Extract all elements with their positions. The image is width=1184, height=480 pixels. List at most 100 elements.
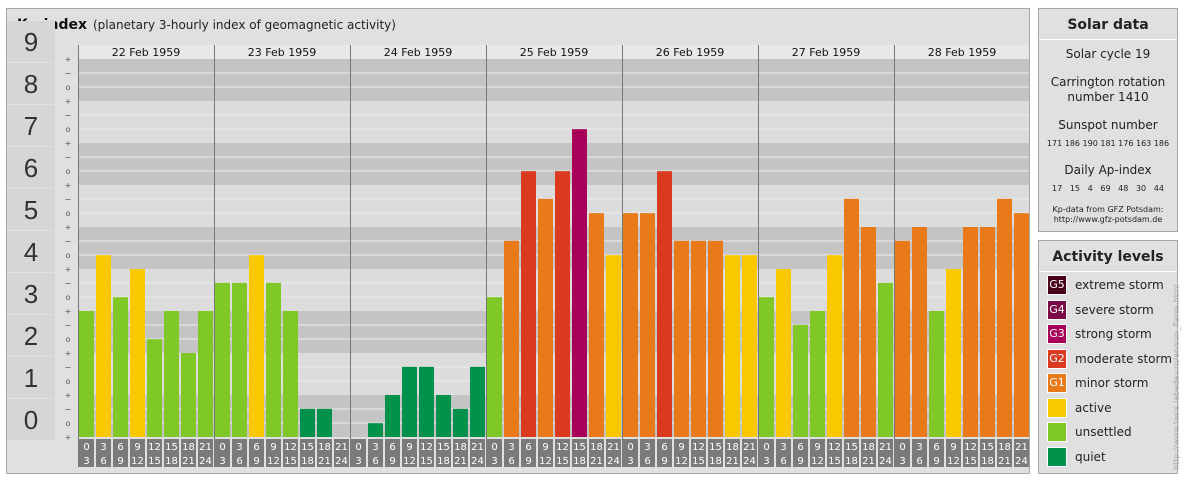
y-axis-box bbox=[7, 147, 55, 188]
activity-level-item: G4 severe storm bbox=[1047, 299, 1154, 320]
y-axis-box bbox=[7, 399, 55, 440]
minor-tick-marker: − bbox=[65, 237, 72, 246]
time-slot-box bbox=[555, 439, 570, 467]
time-slot-start: 3 bbox=[100, 442, 106, 453]
activity-level-item: G5 extreme storm bbox=[1047, 275, 1164, 295]
time-slot-end: 21 bbox=[590, 456, 603, 467]
time-slot-box bbox=[997, 439, 1012, 467]
activity-level-item: unsettled bbox=[1047, 422, 1132, 442]
minor-tick-marker: o bbox=[66, 251, 71, 260]
time-slot-end: 3 bbox=[627, 456, 633, 467]
time-slot-start: 0 bbox=[763, 442, 769, 453]
time-slot-end: 6 bbox=[916, 456, 922, 467]
time-slot-start: 21 bbox=[879, 442, 892, 453]
time-slot-end: 21 bbox=[998, 456, 1011, 467]
time-slot-end: 3 bbox=[83, 456, 89, 467]
time-slot-box bbox=[266, 439, 281, 467]
activity-level-swatch: G5 bbox=[1047, 275, 1067, 295]
minor-tick-marker: + bbox=[65, 139, 72, 148]
time-slot-box bbox=[96, 439, 111, 467]
time-slot-box bbox=[334, 439, 349, 467]
time-slot-end: 12 bbox=[675, 456, 688, 467]
y-tick-label: 1 bbox=[24, 363, 38, 393]
day-date-label: 24 Feb 1959 bbox=[384, 46, 452, 59]
time-slot-start: 12 bbox=[692, 442, 705, 453]
minor-tick-marker: + bbox=[65, 433, 72, 442]
time-slot-end: 18 bbox=[165, 456, 178, 467]
kp-bar bbox=[691, 240, 706, 437]
kp-bar bbox=[640, 213, 655, 437]
time-slot-start: 12 bbox=[420, 442, 433, 453]
activity-level-label: unsettled bbox=[1075, 425, 1132, 439]
kp-bar bbox=[980, 227, 995, 437]
time-slot-end: 18 bbox=[981, 456, 994, 467]
time-slot-box bbox=[487, 439, 502, 467]
kp-bar bbox=[657, 171, 672, 437]
y-tick-label: 3 bbox=[24, 279, 38, 309]
time-slot-end: 9 bbox=[389, 456, 395, 467]
y-tick-label: 7 bbox=[24, 111, 38, 141]
minor-tick-marker: − bbox=[65, 321, 72, 330]
time-slot-end: 21 bbox=[454, 456, 467, 467]
kp-bar bbox=[504, 240, 519, 437]
kp-bar bbox=[453, 408, 468, 437]
kp-bar bbox=[198, 311, 213, 437]
time-slot-start: 9 bbox=[542, 442, 548, 453]
time-slot-start: 18 bbox=[590, 442, 603, 453]
time-slot-box bbox=[113, 439, 128, 467]
kp-band bbox=[78, 143, 1029, 185]
time-slot-end: 24 bbox=[607, 456, 620, 467]
activity-level-swatch: G2 bbox=[1047, 348, 1067, 369]
minor-tick-marker: − bbox=[65, 405, 72, 414]
time-slot-start: 12 bbox=[828, 442, 841, 453]
time-slot-start: 6 bbox=[253, 442, 259, 453]
time-slot-start: 6 bbox=[933, 442, 939, 453]
time-slot-box bbox=[198, 439, 213, 467]
minor-tick-marker: o bbox=[66, 335, 71, 344]
activity-level-label: quiet bbox=[1075, 449, 1106, 464]
kp-bar bbox=[419, 366, 434, 437]
time-slot-start: 15 bbox=[165, 442, 178, 453]
kp-bar bbox=[232, 282, 247, 437]
kp-bar bbox=[963, 227, 978, 437]
time-slot-end: 15 bbox=[692, 456, 705, 467]
y-axis-box bbox=[7, 315, 55, 356]
time-slot-box bbox=[606, 439, 621, 467]
time-slot-end: 9 bbox=[253, 456, 259, 467]
time-slot-end: 6 bbox=[100, 456, 106, 467]
time-slot-start: 0 bbox=[627, 442, 633, 453]
kp-bar bbox=[300, 408, 315, 437]
activity-level-label: minor storm bbox=[1075, 376, 1149, 390]
time-slot-box bbox=[657, 439, 672, 467]
time-slot-end: 9 bbox=[117, 456, 123, 467]
time-slot-box bbox=[861, 439, 876, 467]
time-slot-end: 3 bbox=[219, 456, 225, 467]
y-axis-box bbox=[7, 231, 55, 272]
time-slot-end: 9 bbox=[525, 456, 531, 467]
minor-tick-marker: o bbox=[66, 293, 71, 302]
kp-band bbox=[78, 185, 1029, 227]
y-tick-label: 9 bbox=[24, 27, 38, 57]
minor-tick-marker: + bbox=[65, 349, 72, 358]
kp-bar bbox=[895, 240, 910, 437]
kp-bar bbox=[929, 311, 944, 437]
kp-bar bbox=[725, 255, 740, 437]
time-slot-start: 9 bbox=[406, 442, 412, 453]
time-slot-box bbox=[181, 439, 196, 467]
kp-bar bbox=[215, 282, 230, 437]
time-slot-end: 12 bbox=[403, 456, 416, 467]
time-slot-box bbox=[963, 439, 978, 467]
time-slot-box bbox=[300, 439, 315, 467]
time-slot-box bbox=[929, 439, 944, 467]
kp-bar bbox=[844, 198, 859, 437]
day-date-label: 22 Feb 1959 bbox=[112, 46, 180, 59]
time-slot-box bbox=[742, 439, 757, 467]
time-slot-start: 21 bbox=[1015, 442, 1028, 453]
kp-bar bbox=[623, 213, 638, 437]
time-slot-start: 0 bbox=[491, 442, 497, 453]
time-slot-box bbox=[674, 439, 689, 467]
time-slot-end: 21 bbox=[182, 456, 195, 467]
kp-bar bbox=[96, 255, 111, 437]
time-slot-start: 21 bbox=[743, 442, 756, 453]
day-date-label: 27 Feb 1959 bbox=[792, 46, 860, 59]
